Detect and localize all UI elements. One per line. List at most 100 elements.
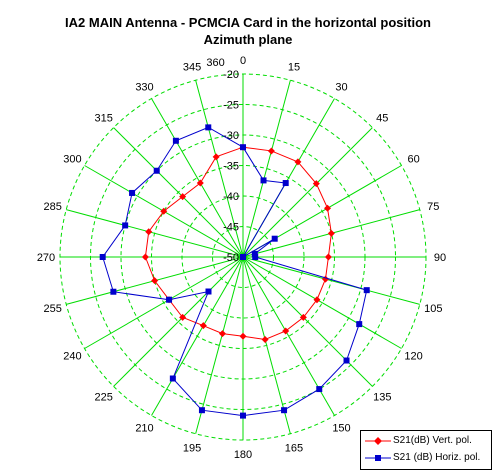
legend-entry-vert: S21(dB) Vert. pol. <box>361 433 491 449</box>
legend: S21(dB) Vert. pol. S21 (dB) Horiz. pol. <box>360 430 492 470</box>
title-line-2: Azimuth plane <box>203 32 293 47</box>
angle-tick-label: 45 <box>376 113 388 125</box>
angle-tick-label: 135 <box>373 391 391 403</box>
grid-spoke <box>242 256 291 434</box>
data-point-horiz <box>240 412 246 419</box>
data-point-vert <box>199 322 207 330</box>
data-point-horiz <box>356 321 363 328</box>
data-point-vert <box>312 180 320 188</box>
data-point-vert <box>294 158 302 166</box>
angle-tick-label: 330 <box>135 81 153 93</box>
grid-spoke <box>113 256 244 387</box>
data-point-horiz <box>129 189 136 196</box>
radial-tick-label: -45 <box>223 222 239 234</box>
legend-label-vert: S21(dB) Vert. pol. <box>393 435 472 446</box>
grid-spoke <box>66 209 244 258</box>
angle-tick-label: 210 <box>135 423 153 435</box>
radial-tick-label: -50 <box>223 252 239 264</box>
angle-tick-label: 195 <box>183 442 201 454</box>
angle-tick-label: 300 <box>63 154 81 166</box>
data-point-vert <box>299 313 307 321</box>
data-point-vert <box>160 207 168 215</box>
data-point-horiz <box>205 124 212 131</box>
legend-marker-horiz <box>365 455 391 461</box>
angle-tick-label: 180 <box>234 449 252 461</box>
data-point-horiz <box>169 375 176 382</box>
data-point-horiz <box>110 288 117 295</box>
data-point-vert <box>267 147 275 155</box>
angle-tick-label: 315 <box>95 113 113 125</box>
data-point-horiz <box>240 254 246 260</box>
data-point-horiz <box>198 407 205 414</box>
data-point-horiz <box>153 167 160 174</box>
legend-label-horiz: S21 (dB) Horiz. pol. <box>393 452 481 463</box>
data-point-vert <box>141 253 149 261</box>
data-point-vert <box>196 179 204 187</box>
legend-marker-vert <box>365 437 391 445</box>
angle-tick-label: 345 <box>183 62 201 74</box>
data-point-horiz <box>99 254 106 260</box>
data-point-vert <box>218 330 226 338</box>
angle-tick-label: 105 <box>424 303 442 315</box>
radial-tick-label: -25 <box>223 100 239 112</box>
angle-tick-label: 165 <box>285 442 303 454</box>
data-point-horiz <box>251 250 258 257</box>
data-point-horiz <box>240 144 246 151</box>
angle-tick-label: 30 <box>335 81 347 93</box>
grid-spoke <box>242 256 402 349</box>
grid-spoke <box>195 256 244 434</box>
grid-spoke <box>242 256 420 305</box>
radial-tick-label: -35 <box>223 161 239 173</box>
grid-spoke <box>113 127 244 258</box>
data-point-vert <box>179 193 187 201</box>
angle-tick-label: 255 <box>44 303 62 315</box>
data-point-horiz <box>316 386 323 393</box>
chart-title: IA2 MAIN Antenna - PCMCIA Card in the ho… <box>0 14 496 48</box>
data-point-vert <box>327 229 335 237</box>
data-point-vert <box>313 296 321 304</box>
data-point-horiz <box>122 222 129 229</box>
data-point-horiz <box>281 407 288 414</box>
data-point-vert <box>179 313 187 321</box>
data-point-vert <box>145 228 153 236</box>
data-point-vert <box>151 277 159 285</box>
data-point-horiz <box>282 180 289 187</box>
angle-tick-label: 75 <box>427 201 439 213</box>
angle-tick-label: 60 <box>407 154 419 166</box>
radial-tick-label: -40 <box>223 191 239 203</box>
data-point-horiz <box>271 235 278 242</box>
grid-spoke <box>242 256 373 387</box>
data-point-horiz <box>260 177 267 184</box>
data-point-horiz <box>343 357 350 364</box>
radial-tick-label: -20 <box>223 69 239 81</box>
angle-tick-label: 90 <box>434 252 446 264</box>
grid-spoke <box>242 80 291 258</box>
data-point-horiz <box>363 287 370 294</box>
data-point-horiz <box>166 296 173 303</box>
grid-spoke <box>242 127 373 258</box>
angle-tick-label: 360 <box>206 57 224 69</box>
title-line-1: IA2 MAIN Antenna - PCMCIA Card in the ho… <box>65 15 431 30</box>
data-point-vert <box>239 332 247 340</box>
data-point-vert <box>324 204 332 212</box>
data-point-vert <box>261 335 269 343</box>
data-point-horiz <box>252 254 259 260</box>
angle-tick-label: 150 <box>332 423 350 435</box>
data-point-vert <box>324 253 332 261</box>
grid-spoke <box>151 98 244 258</box>
radial-tick-label: -30 <box>223 130 239 142</box>
angle-tick-label: 270 <box>37 252 55 264</box>
data-point-vert <box>212 153 220 161</box>
grid-spoke <box>84 256 244 349</box>
angle-tick-label: 15 <box>288 62 300 74</box>
grid-spoke <box>195 80 244 258</box>
angle-tick-label: 120 <box>404 351 422 363</box>
data-point-horiz <box>172 137 179 144</box>
data-point-horiz <box>205 288 212 295</box>
legend-entry-horiz: S21 (dB) Horiz. pol. <box>361 450 491 466</box>
series-line-0 <box>144 146 332 341</box>
angle-tick-label: 240 <box>63 351 81 363</box>
angle-tick-label: 0 <box>240 55 246 67</box>
